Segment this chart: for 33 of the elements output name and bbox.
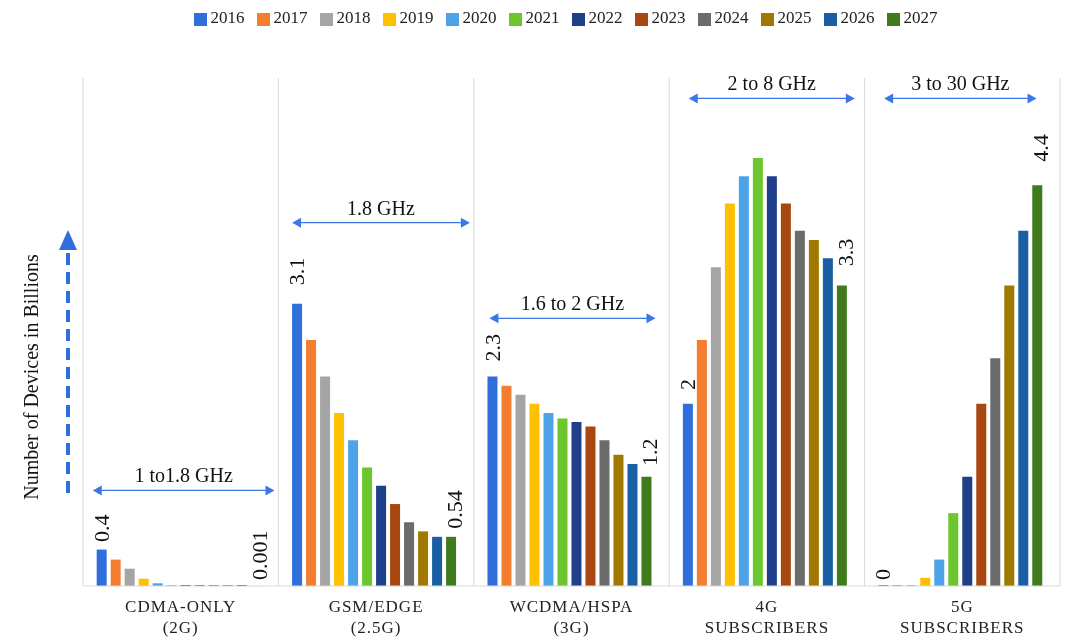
annotation: 1 to1.8 GHz — [134, 464, 233, 487]
data-label: 0.001 — [246, 530, 272, 580]
data-label: 0.4 — [88, 514, 114, 542]
data-label: 0.54 — [441, 490, 467, 529]
data-label: 2.3 — [479, 333, 505, 362]
text: 3 to 30 GHz — [911, 72, 1010, 95]
legend-label: 2023 — [651, 8, 686, 27]
x-tick-label: WCDMA/HSPA (3G) — [509, 597, 634, 637]
text: 2 to 8 GHz — [727, 72, 817, 95]
data-label: 2 — [675, 378, 701, 390]
data-label: 3.1 — [284, 257, 310, 286]
x-tick-label: CDMA-ONLY (2G) — [125, 597, 237, 637]
legend-label: 2026 — [840, 8, 875, 27]
legend-label: 2022 — [588, 8, 623, 27]
legend-label: 2018 — [336, 8, 371, 27]
legend-label: 2025 — [777, 8, 812, 27]
x-tick-label: 5G SUBSCRIBERS — [900, 597, 1025, 637]
legend-label: 2027 — [903, 8, 938, 27]
y-axis-title: Number of Devices in Billions — [20, 254, 42, 500]
legend-label: 2024 — [714, 8, 749, 27]
legend-label: 2021 — [525, 8, 560, 27]
x-tick-label: 4G SUBSCRIBERS — [704, 597, 830, 637]
legend-label: 2016 — [210, 8, 245, 27]
legend-label: 2017 — [273, 8, 308, 27]
legend-label: 2019 — [399, 8, 434, 27]
data-label: 3.3 — [832, 238, 858, 267]
annotation: 1.8 GHz — [347, 196, 415, 219]
annotation: 1.6 to 2 GHz — [520, 292, 625, 315]
data-label: 4.4 — [1028, 134, 1054, 162]
data-label: 0 — [870, 569, 896, 580]
legend-label: 2020 — [462, 8, 497, 27]
x-tick-label: GSM/EDGE (2.5G) — [328, 597, 424, 637]
data-label: 1.2 — [637, 438, 663, 466]
